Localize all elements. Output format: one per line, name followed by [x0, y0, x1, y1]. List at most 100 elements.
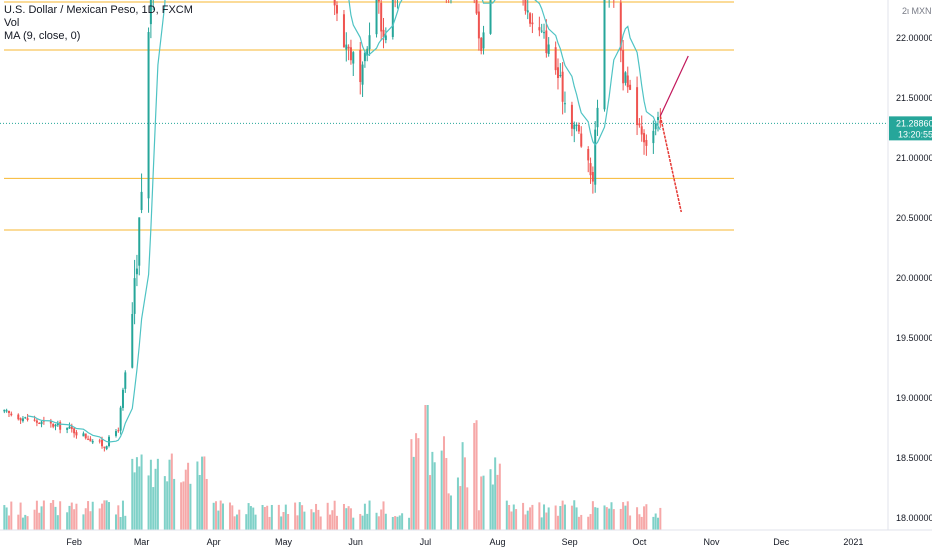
volume-bar — [196, 461, 199, 530]
volume-bar — [570, 505, 573, 530]
volume-bar — [333, 500, 336, 530]
y-tick-label: 18.00000 — [896, 513, 932, 523]
x-tick-label: Oct — [632, 537, 647, 547]
volume-bar — [605, 507, 608, 530]
current-price-label: 21.28860 — [896, 118, 932, 128]
volume-bar — [491, 484, 494, 530]
volume-bar — [377, 516, 380, 530]
volume-bar — [538, 502, 541, 530]
candle-body — [21, 418, 24, 422]
volume-bars — [3, 405, 662, 530]
volume-bar — [277, 504, 280, 530]
candle-body — [87, 438, 90, 440]
volume-bar — [287, 513, 290, 530]
candle-body — [345, 44, 348, 50]
volume-bar — [319, 516, 322, 530]
volume-bar — [147, 475, 150, 530]
volume-bar — [35, 500, 38, 530]
volume-bar — [103, 500, 106, 530]
candle-body — [589, 163, 592, 176]
candle-body — [140, 191, 143, 210]
volume-bar — [221, 503, 224, 530]
legend-moving-average: MA (9, close, 0) — [4, 30, 81, 42]
volume-bar — [640, 516, 643, 530]
candle-body — [475, 0, 478, 14]
volume-bar — [24, 514, 27, 530]
volume-bar — [84, 508, 87, 530]
volume-bar — [101, 503, 104, 530]
candle-body — [7, 411, 10, 413]
volume-bar — [629, 515, 632, 530]
volume-bar — [121, 500, 124, 530]
current-price-tag — [889, 116, 932, 141]
candle-body — [121, 389, 124, 408]
volume-bar — [524, 514, 527, 530]
volume-bar — [394, 516, 397, 530]
candle-body — [526, 10, 529, 13]
y-tick-label: 21.00000 — [896, 153, 932, 163]
candle-body — [636, 87, 639, 126]
moving-average-line — [27, 0, 661, 443]
volume-bar — [189, 483, 192, 530]
volume-bar — [156, 458, 159, 530]
volume-bar — [554, 505, 557, 530]
volume-bar — [184, 469, 187, 530]
volume-bar — [119, 517, 122, 530]
candle-body — [643, 133, 646, 143]
candle-body — [135, 268, 138, 275]
y-tick-label: 22.00000 — [896, 33, 932, 43]
volume-bar — [124, 515, 127, 530]
candle-body — [559, 75, 562, 77]
candle-body — [543, 32, 546, 34]
volume-bar — [117, 505, 120, 530]
volume-bar — [19, 502, 22, 530]
volume-bar — [235, 514, 238, 530]
candle-body — [91, 440, 94, 443]
candle-body — [657, 117, 660, 121]
volume-bar — [447, 493, 450, 530]
candle-body — [333, 0, 336, 6]
candle-body — [563, 103, 566, 105]
candle-body — [82, 433, 85, 437]
candle-body — [52, 423, 55, 427]
projection-down-line — [659, 115, 683, 213]
volume-bar — [56, 515, 59, 530]
candle-body — [54, 424, 57, 427]
volume-bar — [401, 513, 404, 530]
volume-bar — [68, 505, 71, 530]
volume-bar — [575, 507, 578, 530]
volume-bar — [249, 506, 252, 530]
volume-bar — [619, 508, 622, 530]
volume-bar — [431, 451, 434, 530]
volume-bar — [10, 501, 13, 530]
chart-legend: U.S. Dollar / Mexican Peso, 1D, FXCM Vol… — [4, 4, 193, 43]
candle-body — [377, 0, 380, 2]
x-tick-label: Dec — [773, 537, 790, 547]
candle-body — [540, 30, 543, 32]
x-tick-label: Nov — [704, 537, 721, 547]
volume-bar — [556, 515, 559, 530]
countdown-label: 13:20:55 — [898, 129, 932, 139]
candle-body — [10, 413, 13, 416]
volume-bar — [149, 459, 152, 530]
candle-body — [594, 129, 597, 185]
volume-bar — [515, 509, 518, 530]
volume-bar — [384, 513, 387, 530]
volume-bar — [205, 478, 208, 530]
volume-bar — [456, 477, 459, 530]
volume-bar — [252, 507, 255, 530]
volume-bar — [498, 463, 501, 530]
x-tick-label: Feb — [66, 537, 82, 547]
volume-bar — [310, 509, 313, 530]
volume-bar — [238, 509, 241, 530]
candle-body — [580, 133, 583, 147]
volume-bar — [154, 468, 157, 530]
candle-body — [652, 130, 655, 144]
candle-body — [49, 421, 52, 424]
volume-bar — [489, 469, 492, 530]
volume-bar — [375, 512, 378, 530]
volume-bar — [459, 486, 462, 530]
volume-bar — [442, 436, 445, 530]
